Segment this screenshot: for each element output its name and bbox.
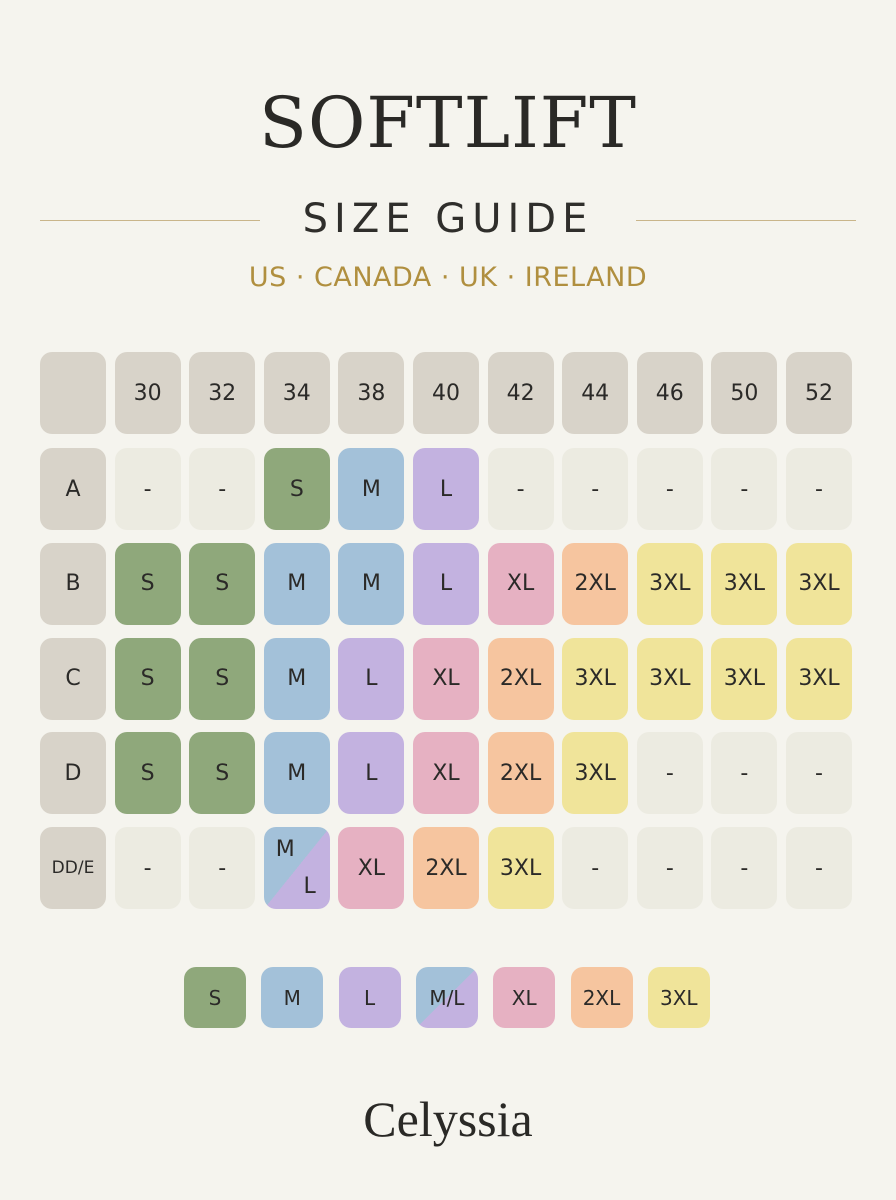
brand: Celyssia xyxy=(363,1091,533,1147)
size-cell: - xyxy=(114,827,181,910)
legend-item: M xyxy=(261,967,324,1028)
size-cell: S xyxy=(114,732,181,815)
size-cell: - xyxy=(636,448,703,530)
size-cell: 3XL xyxy=(562,732,629,815)
size-cell: - xyxy=(189,448,256,530)
row-label: B xyxy=(40,542,106,625)
title: SOFTLIFT xyxy=(259,82,637,164)
size-cell: M xyxy=(263,637,330,720)
size-cell: - xyxy=(189,827,256,910)
size-cell: S xyxy=(189,637,256,720)
size-cell: - xyxy=(487,448,554,530)
size-cell: 3XL xyxy=(711,542,778,625)
size-cell: 2XL xyxy=(413,827,479,910)
row-label: A xyxy=(40,448,106,530)
size-cell: - xyxy=(786,732,852,815)
size-cell: L xyxy=(413,448,479,530)
legend-item: 2XL xyxy=(570,967,633,1028)
size-cell: 3XL xyxy=(636,542,703,625)
column-header: 50 xyxy=(711,352,778,434)
size-cell: 3XL xyxy=(636,637,703,720)
size-cell: M xyxy=(338,542,405,625)
column-header: 52 xyxy=(786,352,852,434)
size-cell: L xyxy=(338,637,405,720)
size-cell: XL xyxy=(413,637,479,720)
size-cell: - xyxy=(636,827,703,910)
legend-item: L xyxy=(338,967,401,1028)
size-cell: S xyxy=(114,637,181,720)
column-header: 34 xyxy=(263,352,330,434)
size-cell: L xyxy=(413,542,479,625)
column-header: 30 xyxy=(114,352,181,434)
regions: US · CANADA · UK · IRELAND xyxy=(248,262,648,293)
row-label: C xyxy=(40,637,106,720)
size-cell: S xyxy=(114,542,181,625)
column-header: 32 xyxy=(189,352,256,434)
row-label: DD/E xyxy=(40,827,106,910)
size-cell: S xyxy=(189,542,256,625)
size-cell: 2XL xyxy=(487,732,554,815)
size-cell: S xyxy=(263,448,330,530)
size-cell: - xyxy=(786,827,852,910)
size-text: L xyxy=(303,874,316,900)
size-cell: - xyxy=(711,827,778,910)
size-cell: XL xyxy=(413,732,479,815)
size-text: M xyxy=(275,837,295,863)
size-cell: - xyxy=(562,448,629,530)
column-header: 38 xyxy=(338,352,405,434)
size-cell: - xyxy=(711,448,778,530)
size-cell: 3XL xyxy=(487,827,554,910)
size-cell: 3XL xyxy=(786,637,852,720)
size-cell: XL xyxy=(487,542,554,625)
rule xyxy=(636,220,856,221)
size-cell: - xyxy=(562,827,629,910)
size-cell: 2XL xyxy=(562,542,629,625)
size-cell: XL xyxy=(338,827,405,910)
size-cell: S xyxy=(189,732,256,815)
size-cell: 2XL xyxy=(487,637,554,720)
size-cell: M xyxy=(263,542,330,625)
size-cell: M xyxy=(338,448,405,530)
legend-item: M/L xyxy=(415,967,478,1028)
column-header: 42 xyxy=(487,352,554,434)
size-cell: - xyxy=(636,732,703,815)
corner-cell xyxy=(40,352,106,434)
column-header: 44 xyxy=(562,352,629,434)
size-cell: 3XL xyxy=(786,542,852,625)
column-header: 40 xyxy=(413,352,479,434)
legend-item: S xyxy=(184,967,246,1028)
size-cell: - xyxy=(711,732,778,815)
size-cell: L xyxy=(338,732,405,815)
rule xyxy=(40,220,260,221)
row-label: D xyxy=(40,732,106,815)
size-cell: - xyxy=(114,448,181,530)
subtitle: SIZE GUIDE xyxy=(302,196,594,242)
size-cell: 3XL xyxy=(711,637,778,720)
size-cell: M xyxy=(263,732,330,815)
size-cell: - xyxy=(786,448,852,530)
column-header: 46 xyxy=(636,352,703,434)
legend-item: XL xyxy=(493,967,556,1028)
legend-item: 3XL xyxy=(647,967,710,1028)
size-cell: 3XL xyxy=(562,637,629,720)
